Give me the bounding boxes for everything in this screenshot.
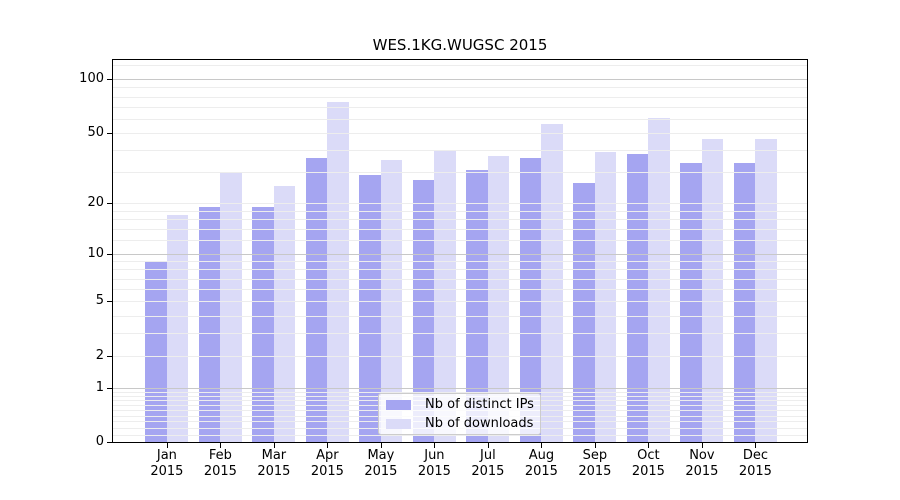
y-axis-tick (107, 79, 112, 81)
bar-downloads-aug (541, 124, 563, 442)
bar-downloads-dec (755, 139, 777, 442)
legend: Nb of distinct IPs Nb of downloads (378, 393, 541, 435)
y-axis-tick (107, 387, 112, 389)
y-tick-label: 1 (95, 379, 104, 395)
y-tick-label: 5 (95, 293, 104, 309)
y-axis-tick (107, 355, 112, 357)
bar-ips-jan (145, 261, 167, 442)
plot-area: Nb of distinct IPs Nb of downloads (112, 59, 808, 443)
x-tick-label: Apr 2015 (310, 448, 344, 479)
legend-label-downloads: Nb of downloads (425, 416, 534, 431)
x-tick-label: Feb 2015 (203, 448, 237, 479)
bar-downloads-mar (273, 185, 296, 442)
bar-downloads-nov (701, 139, 724, 442)
bar-ips-jun (412, 180, 435, 442)
x-tick-label: Oct 2015 (631, 448, 665, 479)
legend-swatch-downloads (386, 418, 411, 429)
bar-downloads-jan (166, 214, 189, 442)
bar-downloads-feb (220, 172, 242, 442)
bar-downloads-sep (594, 152, 617, 442)
legend-swatch-ips (386, 399, 411, 410)
x-axis-tick (166, 443, 168, 448)
chart-title: WES.1KG.WUGSC 2015 (372, 36, 548, 54)
y-tick-label: 2 (95, 347, 104, 363)
bar-downloads-apr (327, 101, 349, 442)
x-tick-label: Mar 2015 (257, 448, 291, 479)
x-axis-tick (755, 443, 757, 448)
x-axis-tick (380, 443, 382, 448)
bar-ips-may (359, 174, 381, 442)
legend-item-ips: Nb of distinct IPs (386, 397, 538, 413)
x-axis-tick (220, 443, 222, 448)
x-axis-tick (487, 443, 489, 448)
x-tick-label: Jun 2015 (417, 448, 451, 479)
x-axis-tick (434, 443, 436, 448)
x-tick-label: Sep 2015 (578, 448, 612, 479)
x-tick-label: Nov 2015 (685, 448, 719, 479)
bar-ips-mar (252, 206, 274, 442)
bar-ips-nov (680, 162, 702, 442)
x-tick-label: Dec 2015 (738, 448, 772, 479)
y-tick-label: 20 (87, 194, 104, 210)
x-axis-tick (541, 443, 543, 448)
bar-downloads-may (380, 160, 403, 442)
x-axis-tick (648, 443, 650, 448)
bar-ips-feb (198, 206, 221, 442)
x-axis-tick (701, 443, 703, 448)
y-axis-tick (107, 253, 112, 255)
bar-ips-jul (466, 169, 488, 442)
y-axis-tick (107, 132, 112, 134)
y-axis-tick (107, 442, 112, 443)
bar-downloads-jun (434, 150, 456, 442)
x-tick-label: Aug 2015 (524, 448, 558, 479)
bar-ips-dec (733, 162, 756, 442)
legend-label-ips: Nb of distinct IPs (425, 397, 534, 412)
bar-downloads-jul (487, 156, 510, 442)
x-axis-tick (273, 443, 275, 448)
x-axis-tick (327, 443, 329, 448)
y-axis-tick (107, 301, 112, 303)
bar-ips-sep (573, 182, 595, 442)
bars-layer (113, 60, 807, 442)
bar-downloads-oct (648, 117, 670, 442)
y-axis-tick (107, 202, 112, 204)
x-tick-label: Jan 2015 (150, 448, 184, 479)
x-axis-tick (594, 443, 596, 448)
bar-ips-apr (305, 158, 328, 442)
bar-ips-oct (626, 154, 649, 442)
x-tick-label: Jul 2015 (471, 448, 505, 479)
y-tick-label: 10 (87, 245, 104, 261)
legend-item-downloads: Nb of downloads (386, 416, 538, 432)
x-tick-label: May 2015 (364, 448, 398, 479)
y-tick-label: 50 (87, 124, 104, 140)
y-tick-label: 0 (95, 434, 104, 449)
y-tick-label: 100 (79, 71, 104, 87)
